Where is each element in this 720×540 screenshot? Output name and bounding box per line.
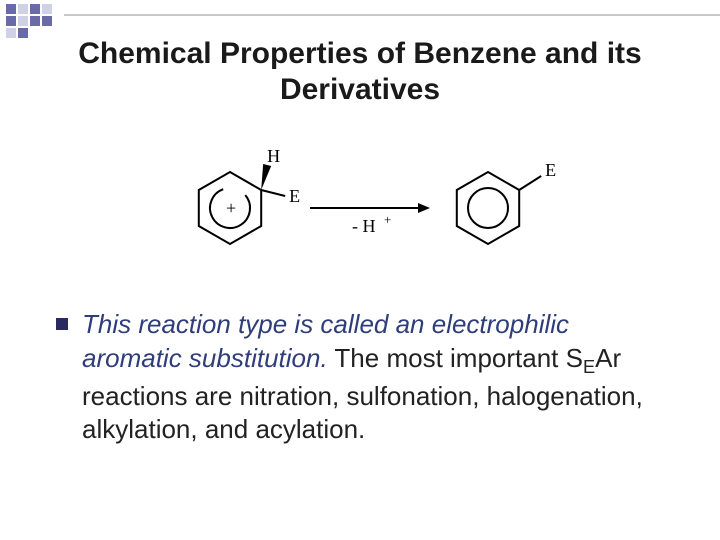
slide-title: Chemical Properties of Benzene and its D… [42, 36, 678, 108]
deco-square [6, 28, 16, 38]
deco-square [6, 16, 16, 26]
deco-square [6, 4, 16, 14]
slide-content: Chemical Properties of Benzene and its D… [0, 0, 720, 447]
svg-text:E: E [545, 160, 556, 180]
reaction-diagram: +HE- H+E [42, 136, 678, 266]
svg-text:- H: - H [352, 216, 376, 236]
deco-square [30, 4, 40, 14]
svg-text:H: H [267, 146, 280, 166]
deco-square [42, 4, 52, 14]
bullet-paragraph: This reaction type is called an electrop… [82, 308, 672, 447]
deco-square [18, 4, 28, 14]
sear-sub: E [583, 357, 595, 377]
header-rule [64, 14, 720, 16]
deco-square [18, 16, 28, 26]
svg-text:+: + [226, 198, 236, 218]
bullet-icon [56, 318, 68, 330]
svg-text:+: + [384, 212, 391, 227]
body-text: This reaction type is called an electrop… [42, 308, 678, 447]
body-rest-1: The most important S [328, 343, 583, 373]
deco-square [30, 16, 40, 26]
deco-square [18, 28, 28, 38]
deco-square [42, 16, 52, 26]
corner-decoration [6, 4, 62, 38]
svg-text:E: E [289, 186, 300, 206]
